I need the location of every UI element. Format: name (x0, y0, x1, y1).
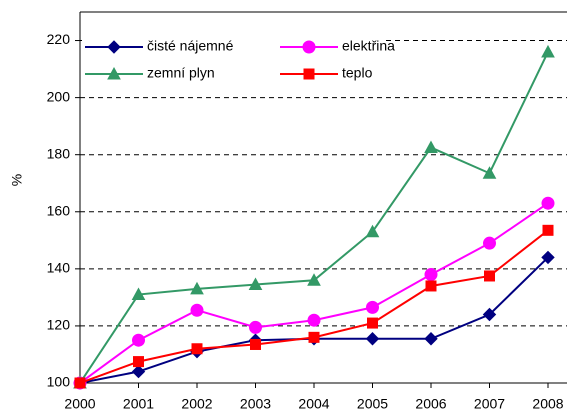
series-line (79, 229, 549, 384)
data-point (541, 250, 555, 265)
x-tick-label: 2001 (123, 396, 154, 412)
x-tick-label: 2007 (474, 396, 505, 412)
data-point (424, 332, 438, 346)
data-point (365, 332, 380, 346)
data-point (366, 300, 379, 314)
x-tick-label: 2004 (298, 396, 329, 412)
legend-marker (303, 68, 315, 80)
data-point (482, 166, 497, 179)
data-point (425, 280, 437, 292)
data-point (132, 333, 145, 347)
y-tick-label: 100 (47, 374, 71, 390)
data-point (191, 343, 203, 355)
data-point (131, 287, 146, 301)
y-tick-label: 120 (47, 317, 71, 333)
y-tick-label: 140 (47, 260, 71, 276)
x-tick-label: 2008 (532, 396, 563, 412)
x-tick-label: 2000 (64, 396, 95, 412)
data-point (483, 236, 496, 250)
data-point (424, 268, 438, 282)
data-point (542, 224, 554, 236)
data-point (307, 273, 321, 286)
data-point (541, 196, 555, 210)
legend-label: zemní plyn (147, 65, 215, 81)
data-point (248, 277, 263, 291)
y-tick-label: 200 (47, 88, 71, 104)
y-tick-label: 160 (47, 202, 71, 218)
data-point (131, 364, 146, 379)
data-point (133, 356, 144, 368)
data-point (74, 377, 86, 389)
data-point (249, 320, 262, 334)
x-tick-label: 2005 (357, 396, 388, 412)
data-point (250, 338, 261, 350)
data-point (365, 224, 380, 238)
legend-marker (107, 66, 121, 80)
y-axis-label: % (9, 174, 25, 186)
data-point (482, 307, 497, 322)
y-tick-label: 220 (47, 31, 71, 47)
data-point (190, 303, 204, 317)
data-point (541, 44, 555, 58)
data-point (484, 270, 495, 282)
legend-label: elektřina (342, 38, 395, 54)
data-point (307, 313, 321, 327)
x-tick-label: 2006 (415, 396, 446, 412)
data-point (367, 317, 378, 329)
x-tick-label: 2002 (181, 396, 212, 412)
data-point (424, 140, 438, 154)
legend-label: čisté nájemné (147, 38, 234, 54)
legend-marker (302, 40, 316, 54)
legend-label: teplo (342, 65, 373, 81)
data-point (190, 281, 204, 295)
x-tick-label: 2003 (240, 396, 271, 412)
data-point (308, 331, 320, 343)
legend-box (82, 36, 382, 90)
legend-marker (107, 40, 121, 54)
y-tick-label: 180 (47, 145, 71, 161)
